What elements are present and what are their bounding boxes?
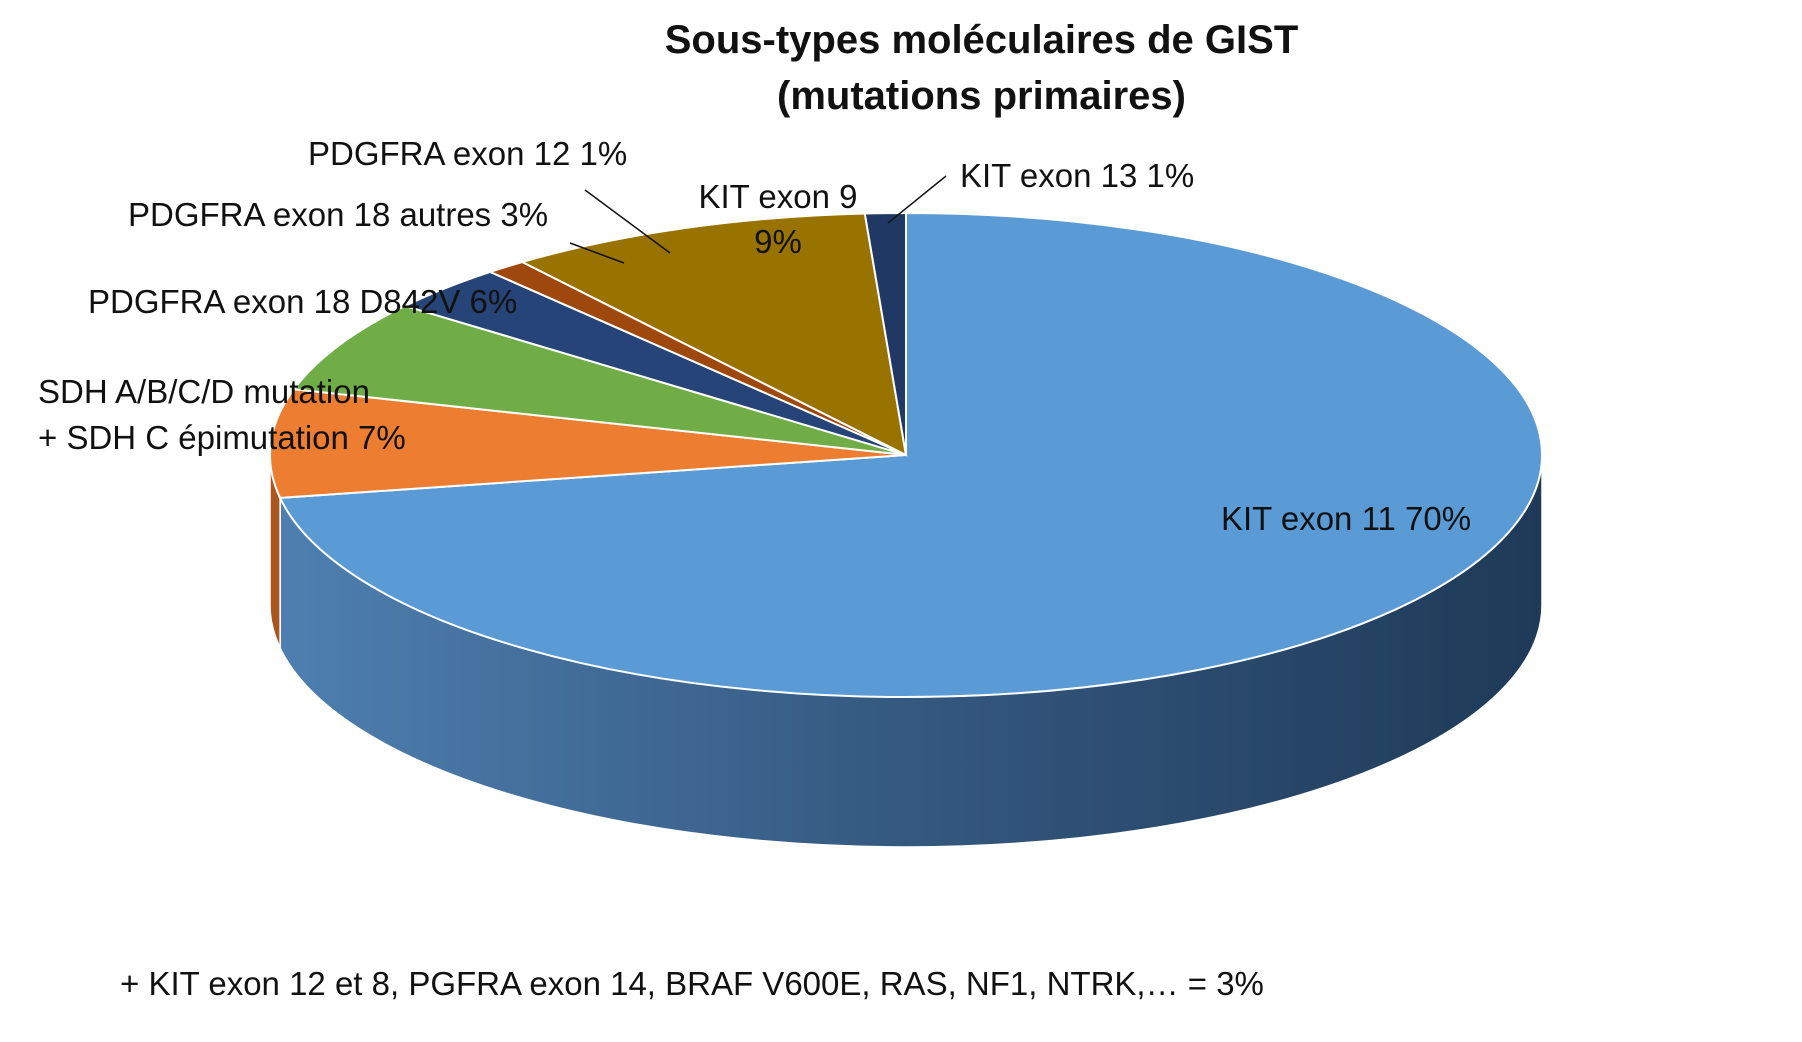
slice-label-line: PDGFRA exon 18 autres 3% [128, 196, 548, 233]
chart-title-line2: (mutations primaires) [777, 74, 1186, 118]
slice-label: KIT exon 11 70% [1221, 500, 1471, 537]
slice-label-line: KIT exon 13 1% [960, 157, 1194, 194]
leader-line [584, 189, 671, 254]
slice-label-line: KIT exon 9 [699, 178, 858, 215]
slice-label: SDH A/B/C/D mutation + SDH C épimutation … [38, 373, 406, 456]
slice-label-line: SDH A/B/C/D mutation [38, 373, 370, 410]
slice-label-line: + SDH C épimutation 7% [38, 419, 406, 456]
slice-label: PDGFRA exon 18 D842V 6% [88, 283, 517, 320]
pie-slice [278, 211, 1544, 698]
pie-slice [863, 211, 907, 456]
slice-label-line: 9% [754, 223, 802, 260]
pie-slice [519, 212, 908, 457]
footnote: + KIT exon 12 et 8, PGFRA exon 14, BRAF … [120, 965, 1264, 1002]
slice-label-line: PDGFRA exon 12 1% [308, 135, 627, 172]
slice-label-line: KIT exon 11 70% [1221, 500, 1471, 537]
slice-label: PDGFRA exon 18 autres 3% [128, 196, 548, 233]
leader-line [887, 175, 947, 224]
slice-label-line: PDGFRA exon 18 D842V 6% [88, 283, 517, 320]
pie-slice [269, 388, 907, 499]
slice-label: KIT exon 9 9% [699, 178, 858, 260]
leader-line [569, 242, 625, 264]
chart-title-line1: Sous-types moléculaires de GIST [664, 18, 1299, 62]
pie-slice [292, 304, 907, 456]
slice-label: PDGFRA exon 12 1% [308, 135, 627, 172]
slice-label: KIT exon 13 1% [960, 157, 1194, 194]
